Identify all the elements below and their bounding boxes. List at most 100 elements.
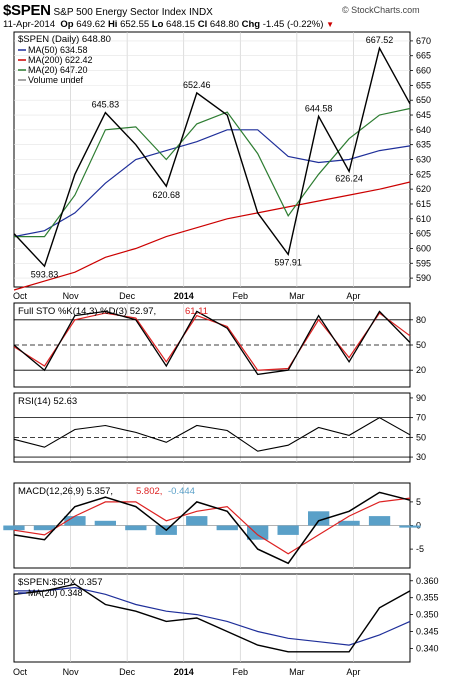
- x-axis-label: Dec: [119, 291, 136, 301]
- y-tick-label: 50: [416, 432, 426, 442]
- y-tick-label: 595: [416, 258, 431, 268]
- macd-histogram-bar: [216, 525, 238, 531]
- watermark: © StockCharts.com: [342, 5, 420, 15]
- ma50-line: [13, 129, 411, 238]
- x-axis-label: Nov: [63, 291, 80, 301]
- y-tick-label: 640: [416, 125, 431, 135]
- ratio-panel: 0.340 0.345 0.350 0.355 0.360 $SPEN:$SPX 0.35…: [13, 573, 439, 663]
- price-annotation: 652.46: [183, 80, 211, 90]
- ratio-legend-label: MA(20) 0.348: [28, 588, 83, 598]
- y-tick-label: 660: [416, 66, 431, 76]
- y-tick-label: 80: [416, 315, 426, 325]
- high-value: 652.55: [120, 19, 150, 30]
- x-axis-label: Oct: [13, 667, 28, 677]
- y-tick-label: 0.350: [416, 610, 439, 620]
- x-axis-label: 2014: [174, 667, 194, 677]
- price-panel: 590 595 600 605 610 615 620 625 630 635 640 645 650 6…: [13, 31, 431, 291]
- y-tick-label: 90: [416, 393, 426, 403]
- ma20-line: [14, 107, 411, 238]
- price-annotation: 593.83: [31, 270, 59, 280]
- macd-histogram-bar: [368, 516, 391, 526]
- y-tick-label: 20: [416, 365, 426, 375]
- chg-label: Chg: [241, 19, 261, 30]
- macd-histogram-bar: [308, 511, 330, 526]
- y-tick-label: 605: [416, 229, 431, 239]
- x-axis-label: Nov: [63, 667, 80, 677]
- legend-label: MA(200) 622.42: [28, 55, 93, 65]
- rsi-line: [13, 416, 411, 452]
- macd-histogram-bar: [3, 525, 25, 531]
- rsi-title: RSI(14) 52.63: [18, 396, 77, 407]
- macd-panel: -505MACD(12,26,9) 5.357,5.802,-0.444: [3, 482, 424, 569]
- y-tick-label: 645: [416, 110, 431, 120]
- sto-title: Full STO %K(14,3) %D(3) 52.97,: [18, 306, 156, 317]
- open-value: 649.62: [76, 19, 106, 30]
- macd-histogram-bar: [94, 520, 116, 526]
- x-axis-label: Dec: [119, 667, 136, 677]
- y-tick-label: 600: [416, 243, 431, 253]
- x-axis-label: Oct: [13, 291, 28, 301]
- y-tick-label: 0.360: [416, 576, 439, 586]
- low-label: Lo: [151, 19, 164, 30]
- macd-histogram-bar: [277, 525, 299, 535]
- price-annotation: 620.68: [153, 190, 181, 200]
- index-name: S&P 500 Energy Sector Index INDX: [53, 7, 213, 18]
- chg-value: -1.45 (-0.22%): [262, 19, 324, 30]
- x-axis-label: Feb: [233, 667, 249, 677]
- legend-label: Volume undef: [28, 75, 84, 85]
- y-tick-label: 655: [416, 80, 431, 90]
- x-axis-label: Apr: [346, 291, 360, 301]
- sto-k-line: [13, 310, 411, 376]
- price-panel-title: $SPEN (Daily) 648.80: [18, 34, 111, 45]
- sto-d-line: [13, 312, 411, 371]
- legend-label: MA(50) 634.58: [28, 45, 88, 55]
- macd-histogram-bar: [247, 525, 269, 540]
- y-tick-label: 665: [416, 51, 431, 61]
- macd-histogram-bar: [186, 516, 208, 526]
- price-annotation: 597.91: [274, 258, 302, 268]
- y-tick-label: 670: [416, 36, 431, 46]
- y-tick-label: 635: [416, 140, 431, 150]
- x-axis-label: Apr: [346, 667, 360, 677]
- macd-histogram-bar: [338, 520, 360, 526]
- ratio-ma-line: [14, 586, 411, 646]
- rsi-panel: 30 50 70 90 RSI(14) 52.63: [13, 392, 426, 463]
- x-axis-label: 2014: [174, 291, 194, 301]
- x-axis-label: Mar: [289, 667, 305, 677]
- quote-date: 11-Apr-2014: [3, 19, 56, 30]
- macd-line: [13, 491, 411, 565]
- y-tick-label: -5: [416, 544, 424, 554]
- y-tick-label: 590: [416, 273, 431, 283]
- x-axis-top: Oct Nov Dec 2014 Feb Mar Apr: [13, 291, 360, 301]
- y-tick-label: 615: [416, 199, 431, 209]
- sto-d-label: 61.11: [185, 306, 208, 317]
- macd-histogram-bar: [33, 525, 56, 531]
- ratio-line: [13, 583, 411, 653]
- y-tick-label: 650: [416, 95, 431, 105]
- high-label: Hi: [107, 19, 118, 30]
- x-axis-bottom: Oct Nov Dec 2014 Feb Mar Apr: [13, 667, 360, 677]
- y-tick-label: 0.340: [416, 643, 439, 653]
- price-annotation: 626.24: [335, 174, 363, 184]
- y-tick-label: 70: [416, 413, 426, 423]
- x-axis-label: Mar: [289, 291, 305, 301]
- close-value: 648.80: [209, 19, 239, 30]
- macd-hist-label: -0.444: [168, 486, 195, 497]
- macd-signal-label: 5.802,: [136, 486, 162, 497]
- open-label: Op: [60, 19, 74, 30]
- y-tick-label: 620: [416, 184, 431, 194]
- y-tick-label: 5: [416, 497, 421, 507]
- price-annotation: 644.58: [305, 103, 333, 113]
- y-tick-label: 625: [416, 169, 431, 179]
- ma200-line: [13, 181, 411, 291]
- price-annotation: 667.52: [366, 35, 394, 45]
- price-line: [13, 46, 411, 268]
- y-tick-label: 50: [416, 340, 426, 350]
- quote-line: 11-Apr-2014 Op 649.62 Hi 652.55 Lo 648.1…: [3, 19, 334, 30]
- y-tick-label: 0.345: [416, 627, 439, 637]
- chg-down-icon: ▼: [326, 20, 334, 29]
- macd-signal-line: [13, 497, 411, 555]
- price-annotation: 645.83: [92, 100, 120, 110]
